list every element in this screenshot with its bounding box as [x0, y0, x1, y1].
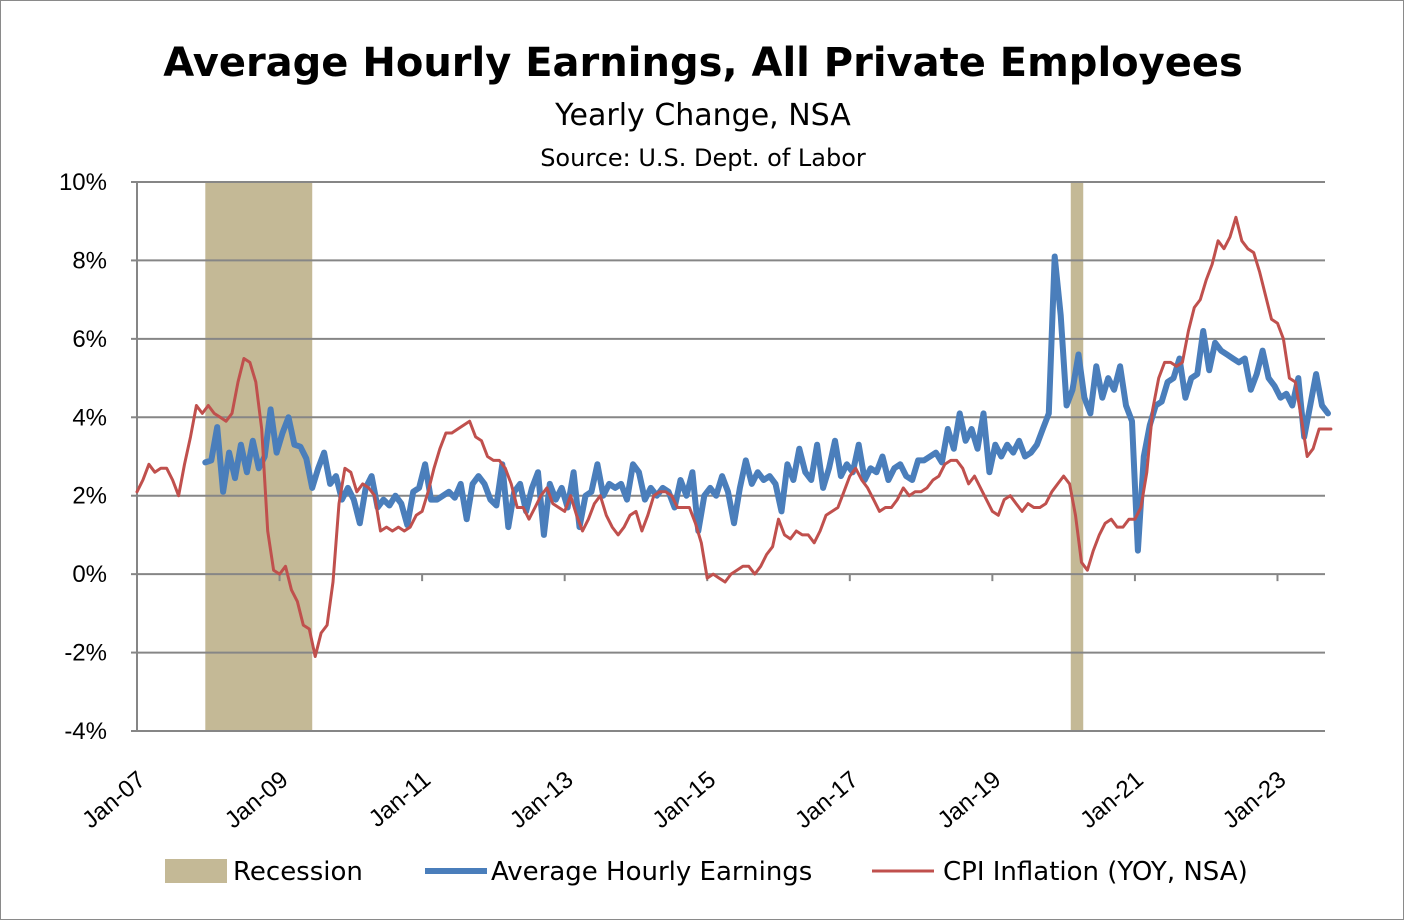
- legend: Recession Average Hourly Earnings CPI Infl…: [165, 857, 1248, 887]
- y-tick-label: 0%: [72, 561, 107, 588]
- x-tick-label: Jan-17: [790, 766, 864, 834]
- x-tick-label: Jan-13: [505, 766, 579, 834]
- legend-label-ahe: Average Hourly Earnings: [491, 857, 812, 887]
- x-tick-label: Jan-11: [364, 766, 436, 833]
- y-tick-label: -4%: [64, 718, 107, 745]
- x-tick-label: Jan-21: [1075, 766, 1149, 834]
- recession-bands: [205, 182, 1084, 731]
- chart-subtitle: Yearly Change, NSA: [554, 98, 851, 133]
- legend-label-recession: Recession: [233, 857, 363, 887]
- x-tick-label: Jan-23: [1218, 766, 1292, 834]
- y-tick-label: 8%: [72, 247, 107, 274]
- x-tick-label: Jan-07: [77, 766, 151, 834]
- series-line-ahe: [202, 253, 1331, 554]
- recession-band-2: [1070, 182, 1084, 731]
- grid-lines: [137, 181, 1325, 654]
- x-tick-label: Jan-19: [933, 766, 1007, 834]
- y-tick-label: -2%: [64, 640, 107, 667]
- y-tick-label: 10%: [59, 169, 107, 196]
- y-tick-label: 6%: [72, 326, 107, 353]
- x-tick-label: Jan-15: [648, 766, 722, 834]
- legend-swatch-recession: [165, 859, 227, 883]
- series-lines: [135, 215, 1333, 658]
- chart-title: Average Hourly Earnings, All Private Emp…: [163, 40, 1243, 86]
- y-tick-label: 4%: [72, 404, 107, 431]
- series-line-cpi: [135, 215, 1333, 658]
- legend-label-cpi: CPI Inflation (YOY, NSA): [943, 857, 1248, 887]
- x-tick-label: Jan-09: [220, 766, 294, 834]
- chart-source: Source: U.S. Dept. of Labor: [540, 144, 866, 172]
- y-tick-label: 2%: [72, 483, 107, 510]
